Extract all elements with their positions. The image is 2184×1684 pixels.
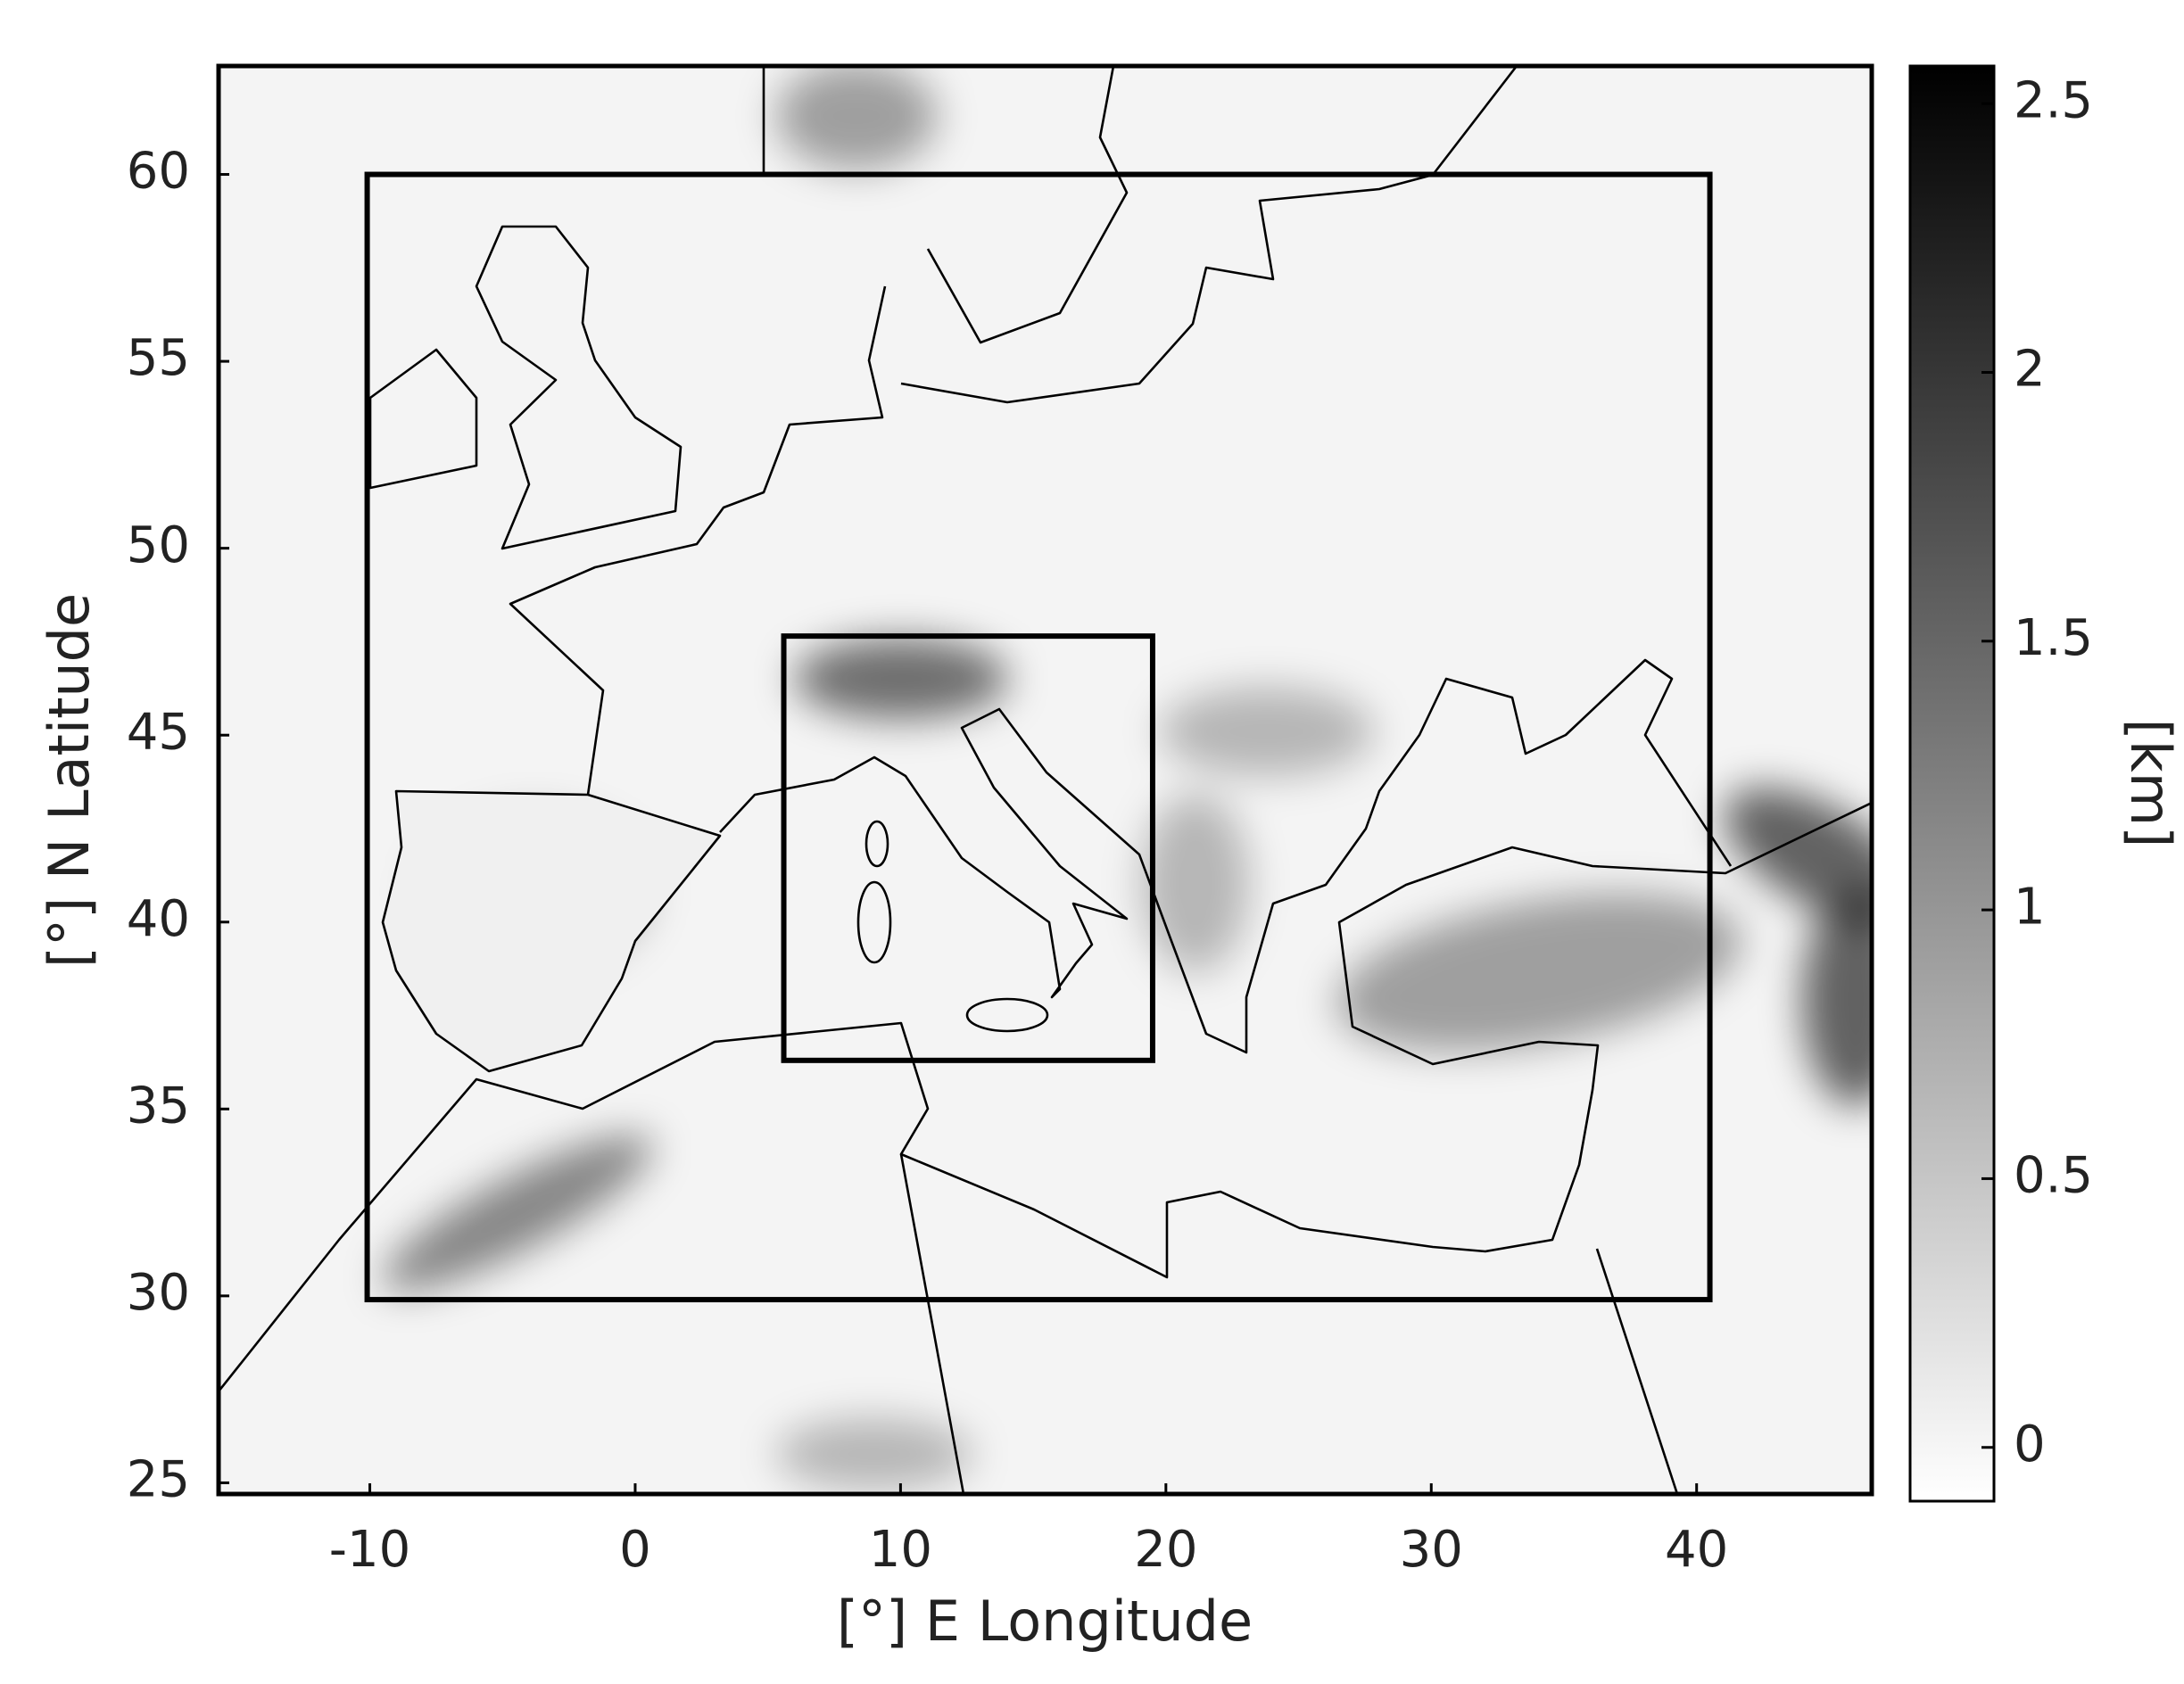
x-tick-label: 10 xyxy=(869,1521,932,1579)
y-tick-label: 45 xyxy=(127,703,190,761)
baltic-coast xyxy=(900,66,1518,404)
corsica xyxy=(864,820,889,868)
plot-frame xyxy=(216,63,1874,1497)
colorbar-tick-label: 0.5 xyxy=(2014,1147,2093,1205)
sardinia xyxy=(856,880,892,964)
ireland-coast xyxy=(368,348,478,490)
mediterranean-south-coast xyxy=(219,801,1872,1392)
colorbar-tick-label: 1.5 xyxy=(2014,609,2093,667)
colorbar-label: [km] xyxy=(2118,719,2183,848)
x-tick-label: 0 xyxy=(619,1521,651,1579)
x-tick-label: 20 xyxy=(1134,1521,1197,1579)
terrain xyxy=(219,66,1872,1494)
iran-relief xyxy=(1802,892,1872,1106)
y-tick-label: 40 xyxy=(127,890,190,948)
west-europe-coast xyxy=(509,285,887,796)
coastlines xyxy=(219,66,1872,1494)
borders xyxy=(899,1153,965,1494)
domain-box xyxy=(781,633,1155,1063)
y-tick-label: 60 xyxy=(127,143,190,201)
colorbar-tick-label: 0 xyxy=(2014,1416,2046,1474)
hoggar-relief xyxy=(776,1418,972,1490)
balkan-relief xyxy=(1142,794,1249,972)
domains xyxy=(364,171,1713,1303)
colorbar-ticks: 0 0.5 1 1.5 2 2.5 xyxy=(1981,71,2093,1474)
domain-box xyxy=(364,171,1713,1303)
alps-relief xyxy=(794,639,1008,719)
sicily xyxy=(965,997,1049,1033)
y-tick-label: 50 xyxy=(127,516,190,574)
y-tick-label: 25 xyxy=(127,1451,190,1509)
colorbar-tick-label: 2 xyxy=(2014,341,2046,399)
y-axis-label: [°] N Latitude xyxy=(37,593,102,968)
colorbar-tick-label: 2.5 xyxy=(2014,71,2093,129)
red-sea-coast xyxy=(1595,1248,1679,1494)
y-tick-label: 30 xyxy=(127,1264,190,1322)
x-axis-label: [°] E Longitude xyxy=(837,1589,1253,1654)
carpathian-relief xyxy=(1160,687,1374,776)
colorbar-tick-label: 1 xyxy=(2014,878,2046,936)
britain-coast xyxy=(475,225,682,550)
caucasus-relief xyxy=(1724,788,1872,925)
y-tick-label: 55 xyxy=(127,329,190,387)
mediterranean-north-coast xyxy=(719,658,1733,1054)
anatolia-relief xyxy=(1336,893,1741,1052)
atlas-relief xyxy=(382,1135,653,1292)
x-tick-label: 40 xyxy=(1665,1521,1728,1579)
norway-relief xyxy=(776,66,937,169)
x-tick-label: -10 xyxy=(329,1521,410,1579)
iberia-coast xyxy=(381,789,722,1073)
axes: -10 0 10 20 30 40 25 30 35 40 45 50 55 60 xyxy=(127,143,1729,1579)
sweden-coast xyxy=(926,66,1129,344)
x-tick-label: 30 xyxy=(1400,1521,1463,1579)
y-tick-label: 35 xyxy=(127,1077,190,1135)
colorbar xyxy=(1908,64,1996,1503)
plot-background xyxy=(219,66,1872,1494)
